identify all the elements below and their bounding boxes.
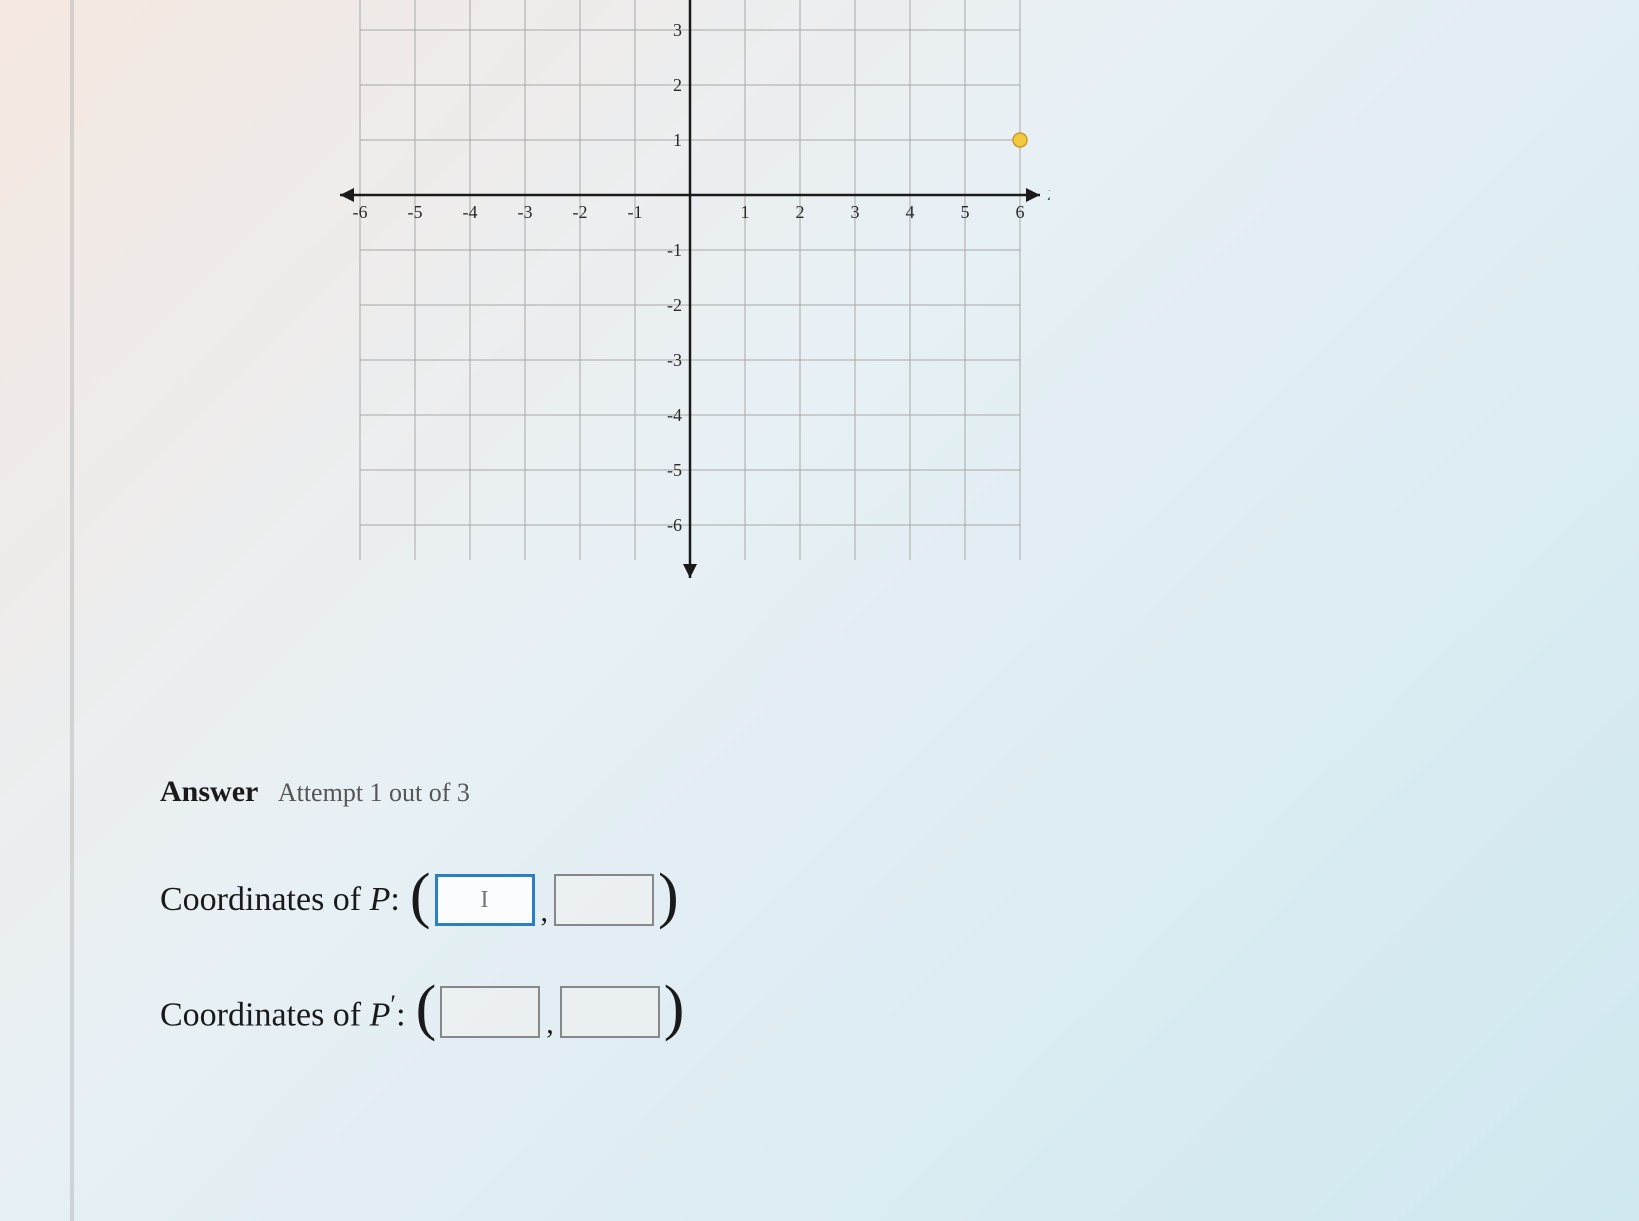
svg-text:3: 3	[673, 20, 682, 40]
p-y-input[interactable]	[554, 874, 654, 926]
coords-p-label: Coordinates of P:	[160, 881, 400, 919]
attempt-text: Attempt 1 out of 3	[278, 778, 470, 807]
coordinates-p-row: Coordinates of P: ( , )	[160, 869, 1060, 931]
svg-text:-3: -3	[518, 202, 533, 222]
close-paren-2: )	[664, 977, 685, 1039]
coords-p-prefix: Coordinates of	[160, 881, 370, 918]
coordinates-p-prime-row: Coordinates of P′: ( , )	[160, 981, 1060, 1043]
svg-text:6: 6	[1016, 202, 1025, 222]
pprime-y-input[interactable]	[560, 986, 660, 1038]
coordinate-graph[interactable]: -6 -5 -4 -3 -2 -1 1 2 3 4 5 6 3 2 1 -1 -…	[330, 0, 1050, 590]
coords-pprime-var: P	[370, 996, 391, 1033]
axes	[340, 0, 1040, 578]
page-container: -6 -5 -4 -3 -2 -1 1 2 3 4 5 6 3 2 1 -1 -…	[0, 0, 1639, 1221]
p-x-input[interactable]	[435, 874, 535, 926]
svg-text:2: 2	[673, 75, 682, 95]
svg-text:1: 1	[741, 202, 750, 222]
answer-section: Answer Attempt 1 out of 3 Coordinates of…	[160, 775, 1060, 1043]
x-tick-labels: -6 -5 -4 -3 -2 -1 1 2 3 4 5 6	[353, 202, 1025, 222]
open-paren-2: (	[416, 977, 437, 1039]
page-margin-line	[70, 0, 74, 1221]
svg-text:2: 2	[796, 202, 805, 222]
coords-pprime-prefix: Coordinates of	[160, 996, 370, 1033]
svg-text:-1: -1	[628, 202, 643, 222]
svg-text:-6: -6	[667, 515, 682, 535]
svg-text:3: 3	[851, 202, 860, 222]
svg-text:5: 5	[961, 202, 970, 222]
coords-p-colon: :	[390, 881, 399, 918]
pprime-x-input[interactable]	[440, 986, 540, 1038]
plotted-point[interactable]	[1013, 133, 1027, 147]
x-axis-label: x	[1047, 183, 1050, 205]
svg-text:-6: -6	[353, 202, 368, 222]
svg-text:-1: -1	[667, 240, 682, 260]
svg-text:-2: -2	[573, 202, 588, 222]
coords-pprime-label: Coordinates of P′:	[160, 990, 406, 1034]
open-paren: (	[410, 865, 431, 927]
svg-text:-2: -2	[667, 295, 682, 315]
graph-svg: -6 -5 -4 -3 -2 -1 1 2 3 4 5 6 3 2 1 -1 -…	[330, 0, 1050, 590]
comma-sep-2: ,	[546, 1007, 554, 1041]
svg-text:-3: -3	[667, 350, 682, 370]
svg-text:-4: -4	[463, 202, 478, 222]
answer-header: Answer Attempt 1 out of 3	[160, 775, 1060, 809]
svg-text:-4: -4	[667, 405, 682, 425]
y-tick-labels: 3 2 1 -1 -2 -3 -4 -5 -6	[667, 20, 682, 535]
coords-pprime-colon: :	[396, 996, 405, 1033]
svg-text:-5: -5	[667, 460, 682, 480]
close-paren: )	[658, 865, 679, 927]
svg-text:4: 4	[906, 202, 915, 222]
svg-text:-5: -5	[408, 202, 423, 222]
coords-p-var: P	[370, 881, 391, 918]
svg-text:1: 1	[673, 130, 682, 150]
answer-label: Answer	[160, 775, 258, 808]
comma-sep: ,	[541, 895, 549, 929]
